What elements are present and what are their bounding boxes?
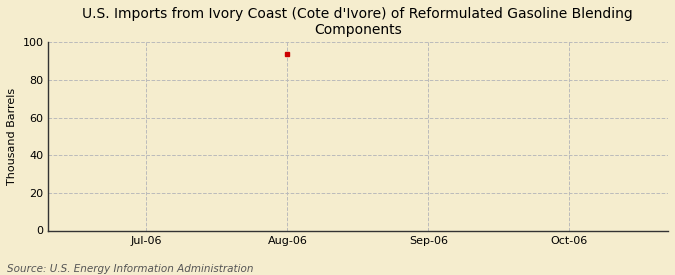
Y-axis label: Thousand Barrels: Thousand Barrels bbox=[7, 88, 17, 185]
Title: U.S. Imports from Ivory Coast (Cote d'Ivore) of Reformulated Gasoline Blending
C: U.S. Imports from Ivory Coast (Cote d'Iv… bbox=[82, 7, 633, 37]
Text: Source: U.S. Energy Information Administration: Source: U.S. Energy Information Administ… bbox=[7, 264, 253, 274]
